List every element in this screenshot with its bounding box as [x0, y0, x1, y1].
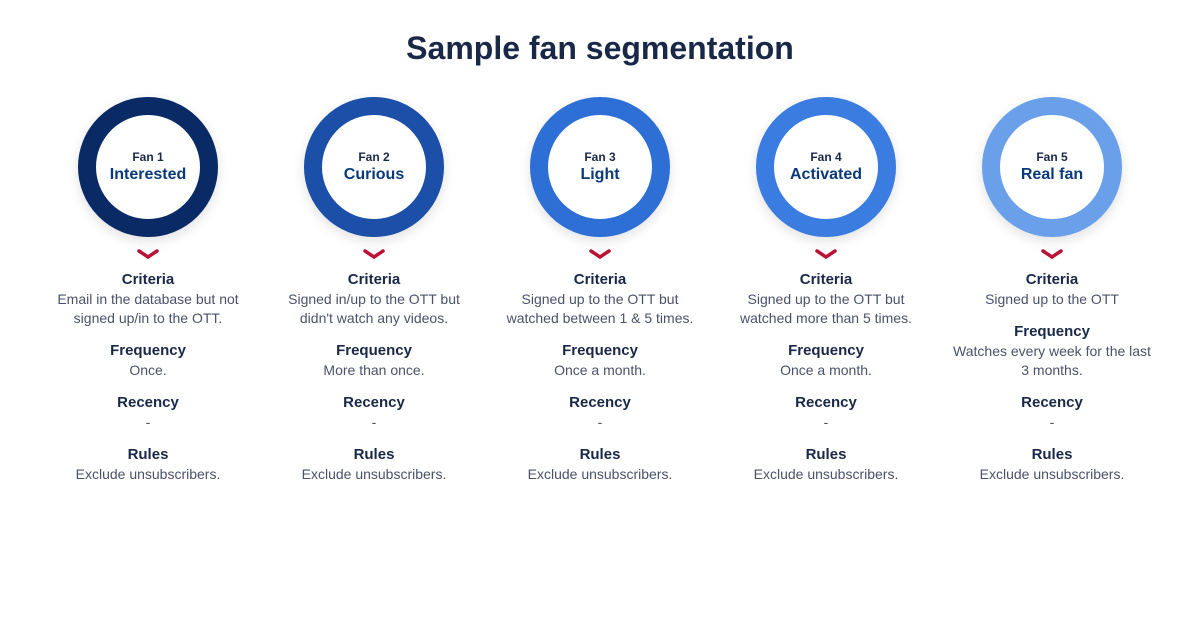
fan-number: Fan 5 — [1036, 150, 1067, 164]
rules-value: Exclude unsubscribers. — [40, 465, 256, 484]
fan-number: Fan 1 — [132, 150, 163, 164]
frequency-heading: Frequency — [944, 323, 1160, 340]
rules-heading: Rules — [492, 446, 708, 463]
fan-number: Fan 2 — [358, 150, 389, 164]
rules-value: Exclude unsubscribers. — [944, 465, 1160, 484]
fan-number: Fan 3 — [584, 150, 615, 164]
ring-wrap: Fan 1 Interested — [78, 97, 218, 237]
criteria-section: Criteria Signed up to the OTT — [944, 271, 1160, 309]
recency-value: - — [40, 413, 256, 432]
criteria-heading: Criteria — [718, 271, 934, 288]
fan-ring: Fan 3 Light — [530, 97, 670, 237]
chevron-down-icon — [363, 249, 385, 261]
segments-row: Fan 1 Interested Criteria Email in the d… — [40, 97, 1160, 497]
fan-ring: Fan 2 Curious — [304, 97, 444, 237]
rules-value: Exclude unsubscribers. — [266, 465, 482, 484]
frequency-section: Frequency Once a month. — [718, 342, 934, 380]
recency-heading: Recency — [40, 394, 256, 411]
frequency-heading: Frequency — [40, 342, 256, 359]
fan-label: Curious — [344, 166, 404, 184]
rules-heading: Rules — [40, 446, 256, 463]
frequency-value: More than once. — [266, 361, 482, 380]
recency-value: - — [492, 413, 708, 432]
criteria-section: Criteria Email in the database but not s… — [40, 271, 256, 328]
chevron-down-icon — [1041, 249, 1063, 261]
rules-heading: Rules — [266, 446, 482, 463]
frequency-section: Frequency Once a month. — [492, 342, 708, 380]
rules-section: Rules Exclude unsubscribers. — [944, 446, 1160, 484]
rules-value: Exclude unsubscribers. — [718, 465, 934, 484]
criteria-section: Criteria Signed in/up to the OTT but did… — [266, 271, 482, 328]
recency-heading: Recency — [266, 394, 482, 411]
rules-section: Rules Exclude unsubscribers. — [718, 446, 934, 484]
ring-wrap: Fan 5 Real fan — [982, 97, 1122, 237]
chevron-down-icon — [589, 249, 611, 261]
ring-wrap: Fan 4 Activated — [756, 97, 896, 237]
rules-section: Rules Exclude unsubscribers. — [492, 446, 708, 484]
criteria-value: Email in the database but not signed up/… — [40, 290, 256, 328]
fan-label: Interested — [110, 166, 186, 184]
recency-section: Recency - — [944, 394, 1160, 432]
frequency-heading: Frequency — [266, 342, 482, 359]
frequency-value: Once. — [40, 361, 256, 380]
recency-value: - — [944, 413, 1160, 432]
fan-ring: Fan 5 Real fan — [982, 97, 1122, 237]
criteria-heading: Criteria — [492, 271, 708, 288]
fan-label: Light — [580, 166, 619, 184]
frequency-section: Frequency Watches every week for the las… — [944, 323, 1160, 380]
criteria-value: Signed up to the OTT but watched between… — [492, 290, 708, 328]
fan-ring: Fan 4 Activated — [756, 97, 896, 237]
rules-section: Rules Exclude unsubscribers. — [40, 446, 256, 484]
rules-value: Exclude unsubscribers. — [492, 465, 708, 484]
criteria-heading: Criteria — [266, 271, 482, 288]
rules-heading: Rules — [718, 446, 934, 463]
recency-heading: Recency — [944, 394, 1160, 411]
frequency-section: Frequency More than once. — [266, 342, 482, 380]
fan-ring: Fan 1 Interested — [78, 97, 218, 237]
frequency-section: Frequency Once. — [40, 342, 256, 380]
frequency-value: Watches every week for the last 3 months… — [944, 342, 1160, 380]
chevron-down-icon — [137, 249, 159, 261]
criteria-value: Signed in/up to the OTT but didn't watch… — [266, 290, 482, 328]
recency-section: Recency - — [40, 394, 256, 432]
recency-section: Recency - — [492, 394, 708, 432]
rules-heading: Rules — [944, 446, 1160, 463]
fan-label: Activated — [790, 166, 862, 184]
segment-fan-4: Fan 4 Activated Criteria Signed up to th… — [718, 97, 934, 497]
segment-fan-5: Fan 5 Real fan Criteria Signed up to the… — [944, 97, 1160, 497]
recency-value: - — [718, 413, 934, 432]
ring-wrap: Fan 3 Light — [530, 97, 670, 237]
frequency-value: Once a month. — [492, 361, 708, 380]
frequency-heading: Frequency — [718, 342, 934, 359]
frequency-value: Once a month. — [718, 361, 934, 380]
frequency-heading: Frequency — [492, 342, 708, 359]
recency-section: Recency - — [266, 394, 482, 432]
segment-fan-3: Fan 3 Light Criteria Signed up to the OT… — [492, 97, 708, 497]
criteria-value: Signed up to the OTT but watched more th… — [718, 290, 934, 328]
criteria-heading: Criteria — [40, 271, 256, 288]
recency-heading: Recency — [718, 394, 934, 411]
criteria-section: Criteria Signed up to the OTT but watche… — [718, 271, 934, 328]
recency-value: - — [266, 413, 482, 432]
rules-section: Rules Exclude unsubscribers. — [266, 446, 482, 484]
fan-label: Real fan — [1021, 166, 1083, 184]
criteria-value: Signed up to the OTT — [944, 290, 1160, 309]
chevron-down-icon — [815, 249, 837, 261]
recency-heading: Recency — [492, 394, 708, 411]
fan-number: Fan 4 — [810, 150, 841, 164]
criteria-section: Criteria Signed up to the OTT but watche… — [492, 271, 708, 328]
segment-fan-2: Fan 2 Curious Criteria Signed in/up to t… — [266, 97, 482, 497]
criteria-heading: Criteria — [944, 271, 1160, 288]
segment-fan-1: Fan 1 Interested Criteria Email in the d… — [40, 97, 256, 497]
ring-wrap: Fan 2 Curious — [304, 97, 444, 237]
page-title: Sample fan segmentation — [40, 30, 1160, 67]
recency-section: Recency - — [718, 394, 934, 432]
